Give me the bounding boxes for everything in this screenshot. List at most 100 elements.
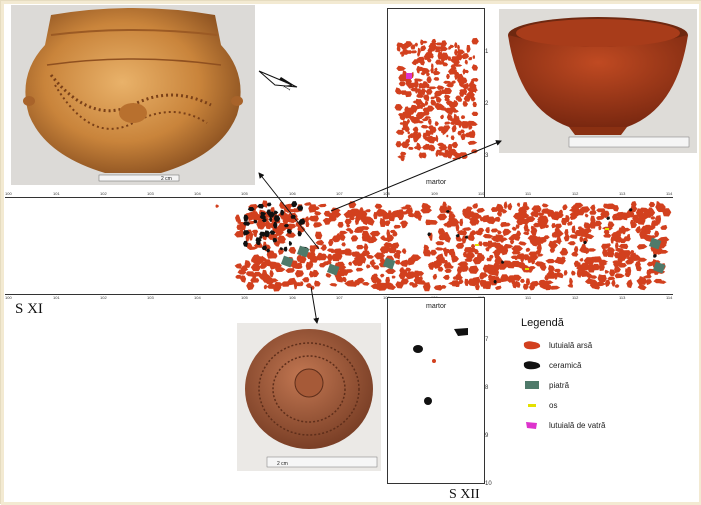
burnt-daub-fragment [530,225,535,230]
ceramic-sherd [257,203,264,209]
ceramic-sherd [286,228,292,234]
burnt-daub-fragment [464,59,468,65]
burnt-daub-fragment [246,281,255,291]
burnt-daub-fragment [325,273,332,278]
burnt-daub-fragment [623,212,632,219]
burnt-daub-fragment [337,221,344,228]
burnt-daub-fragment [564,229,569,236]
burnt-daub-fragment [244,260,251,268]
burnt-daub-fragment [460,133,466,141]
burnt-daub-fragment [415,273,419,279]
burnt-daub-fragment [411,60,418,66]
ceramic-sherd [261,218,267,223]
burnt-daub-fragment [463,95,471,102]
burnt-daub-fragment [558,209,563,215]
burnt-daub-fragment [460,129,465,134]
burnt-daub-fragment [304,216,310,223]
burnt-daub-fragment [442,247,447,252]
burnt-daub-fragment [293,282,302,287]
ceramic-sherd [259,214,266,220]
burnt-daub-fragment [247,232,254,237]
burnt-daub-fragment [493,242,502,248]
burnt-daub-fragment [479,279,488,287]
burnt-daub-fragment [394,104,403,111]
section-label-sxi: S XI [15,301,43,317]
burnt-daub-fragment [490,207,499,212]
burnt-daub-fragment [544,274,550,281]
burnt-daub-fragment [597,274,606,283]
burnt-daub-fragment [454,42,458,49]
burnt-daub-fragment [421,40,428,44]
burnt-daub-fragment [474,230,483,236]
legend-label: ceramică [549,360,582,370]
lower-col-tick: 8 [485,385,489,391]
burnt-daub-fragment [353,229,362,233]
burnt-daub-fragment [434,121,439,127]
burnt-daub-fragment [331,207,341,214]
burnt-daub-fragment [395,87,402,95]
legend-item: os [521,395,671,415]
burnt-daub-fragment [604,279,611,287]
burnt-daub-fragment [648,235,657,239]
burnt-daub-fragment [427,118,432,125]
burnt-daub-fragment [422,204,432,209]
burnt-daub-fragment [361,250,371,257]
burnt-daub-fragment [551,223,556,229]
stone-fragment [652,261,666,274]
martor-label-top: martor [426,179,447,186]
burnt-daub-fragment [454,282,460,287]
burnt-daub-fragment [635,260,641,268]
legend: Legendă lutuială arsă ceramică piatră os… [521,317,671,437]
burnt-daub-fragment [464,258,473,262]
stone-fragment [648,237,662,250]
burnt-daub-fragment [576,232,587,236]
burnt-daub-fragment [285,268,295,273]
burnt-daub-fragment [370,274,380,283]
burnt-daub-fragment [245,234,250,242]
burnt-daub-fragment [518,213,526,220]
burnt-daub-fragment [639,230,647,239]
burnt-daub-fragment [453,69,458,74]
burnt-daub-fragment [583,228,590,235]
burnt-daub-fragment [270,207,275,213]
burnt-daub-fragment [468,265,479,274]
burnt-daub-fragment [435,46,439,49]
burnt-daub-fragment [413,78,424,82]
burnt-daub-fragment [462,68,466,75]
burnt-daub-fragment [600,210,607,218]
burnt-daub-fragment [614,252,621,259]
pottery-photo-decorated-disc: 2 cm [237,323,381,471]
burnt-daub-fragment [569,215,578,220]
burnt-daub-fragment [567,284,574,288]
top-axis-tick: 101 [53,191,60,196]
burnt-daub-fragment [587,248,597,252]
burnt-daub-fragment [637,257,648,262]
burnt-daub-fragment [330,248,335,254]
bottom-axis-tick: 105 [241,295,248,300]
burnt-daub-fragment [451,80,456,84]
legend-label: lutuială de vatră [549,420,606,430]
burnt-daub-fragment [435,151,439,157]
bottom-axis-tick: 113 [619,295,626,300]
burnt-daub-fragment [271,253,278,259]
burnt-daub-fragment [462,100,469,107]
burnt-daub-fragment [593,285,600,290]
burnt-daub-fragment [457,130,462,136]
burnt-daub-fragment [340,272,346,277]
burnt-daub-fragment [492,262,500,271]
burnt-daub-fragment [551,214,560,221]
ceramic-sherd [266,248,270,253]
burnt-daub-fragment [468,82,477,88]
burnt-daub-fragment [607,221,615,229]
burnt-daub-fragment [468,131,476,138]
burnt-daub-fragment [511,226,517,231]
burnt-daub-fragment [612,205,619,212]
upper-col-tick: 2 [485,101,489,107]
burnt-daub-fragment [315,239,325,246]
burnt-daub-fragment [598,262,608,266]
bone-fragment [525,268,529,270]
burnt-daub-fragment [625,259,635,265]
burnt-daub-fragment [589,210,597,215]
burnt-daub-fragment [457,44,460,51]
